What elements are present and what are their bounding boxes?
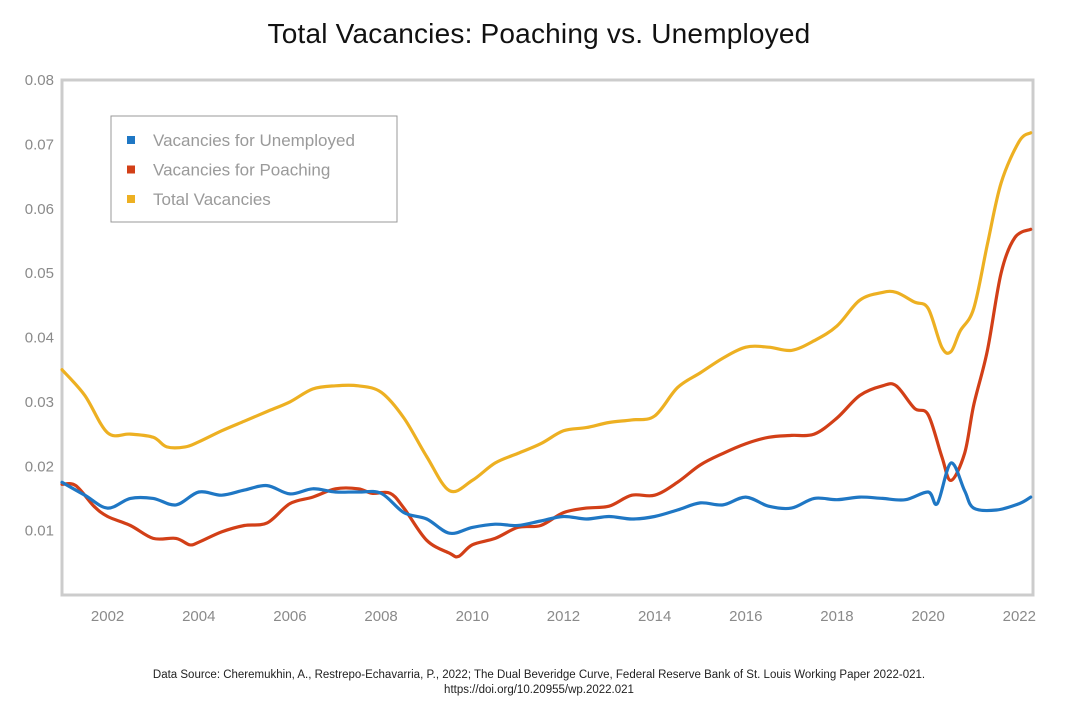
x-tick-label: 2010 [456,608,489,625]
x-tick-label: 2006 [273,608,306,625]
y-tick-label: 0.05 [25,265,54,282]
legend-swatch [127,195,135,203]
series-lines [60,131,1033,559]
y-tick-label: 0.06 [25,201,54,218]
chart-title: Total Vacancies: Poaching vs. Unemployed [267,18,811,49]
y-axis-ticks: 0.01 0.02 0.03 0.04 0.05 0.06 0.07 0.08 [25,72,54,540]
plot-frame [60,78,1035,597]
x-tick-label: 2014 [638,608,671,625]
series-line-total-vacancies [60,131,1033,494]
data-source-citation: Data Source: Cheremukhin, A., Restrepo-E… [152,669,926,681]
x-tick-label: 2004 [182,608,215,625]
x-axis-ticks: 2002 2004 2006 2008 2010 2012 2014 2016 2018 2020… [91,608,1036,625]
x-tick-label: 2012 [547,608,580,625]
legend-box [110,115,398,223]
legend: Vacancies for Unemployed Vacancies for Po… [110,115,398,223]
legend-swatch [127,165,135,174]
x-tick-label: 2022 [1003,608,1036,625]
x-tick-label: 2016 [729,608,762,625]
x-tick-label: 2018 [820,608,853,625]
line-chart: 0.010.020.030.040.050.060.070.08 2002 200… [25,72,1036,625]
series-line-vacancies-for-poaching [60,227,1033,559]
series-line-vacancies-for-unemployed [60,461,1033,536]
y-tick-label: 0.01 [25,523,54,540]
y-tick-label: 0.08 [25,72,54,89]
data-source-doi: https://doi.org/10.20955/wp.2022.021 [444,684,634,696]
legend-label: Total Vacancies [153,190,271,209]
x-tick-label: 2020 [911,608,944,625]
y-tick-label: 0.04 [25,330,54,347]
legend-label: Vacancies for Unemployed [153,131,355,150]
data-source-note: Data Source: Cheremukhin, A., Restrepo-E… [0,668,1078,698]
y-tick-label: 0.02 [25,458,54,475]
legend-label: Vacancies for Poaching [153,161,330,180]
x-tick-label: 2002 [91,608,124,625]
y-tick-label: 0.07 [25,136,54,153]
x-tick-label: 2008 [364,608,397,625]
y-tick-label: 0.03 [25,394,54,411]
legend-swatch [127,136,135,144]
